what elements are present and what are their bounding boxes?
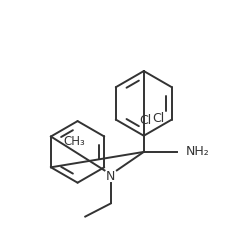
Text: NH₂: NH₂: [185, 145, 209, 159]
Text: CH₃: CH₃: [64, 135, 85, 148]
Text: Cl: Cl: [139, 114, 151, 127]
Text: Cl: Cl: [152, 112, 164, 124]
Text: N: N: [106, 170, 115, 183]
